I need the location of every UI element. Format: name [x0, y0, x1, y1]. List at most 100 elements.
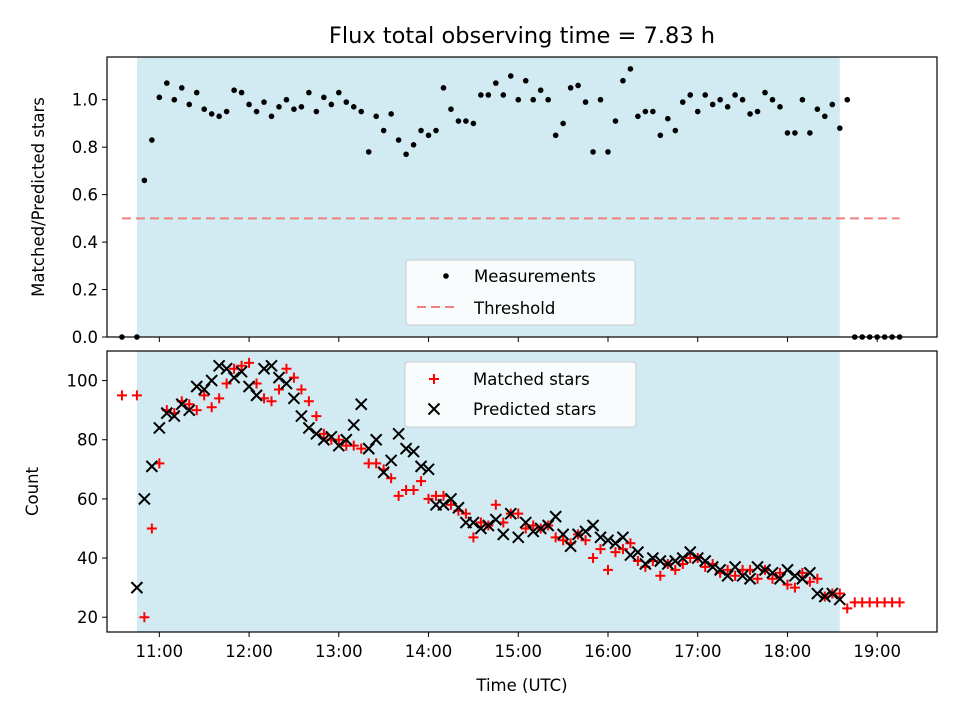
measurement-point: [650, 108, 656, 115]
x-tick-label: 15:00: [494, 642, 542, 661]
measurement-point: [620, 77, 626, 84]
legend-matched-marker: [429, 374, 439, 384]
x-tick-label: 19:00: [853, 642, 901, 661]
y-tick-label: 1.0: [72, 91, 98, 110]
measurement-point: [777, 104, 783, 110]
predicted-star-marker: [235, 365, 248, 378]
x-tick-label: 17:00: [674, 642, 722, 661]
matched-star-marker: [752, 573, 763, 584]
measurement-point: [380, 127, 387, 134]
x-tick-label: 14:00: [405, 642, 453, 661]
predicted-star-marker: [609, 537, 622, 550]
predicted-star-marker: [818, 590, 832, 603]
y-tick-label: 100: [67, 372, 99, 391]
predicted-star-marker: [153, 421, 166, 435]
measurement-point: [343, 99, 350, 105]
matched-star-marker: [206, 402, 217, 413]
measurement-point: [455, 118, 462, 124]
predicted-star-marker: [482, 519, 495, 532]
predicted-star-marker: [527, 525, 540, 538]
predicted-star-marker: [474, 522, 488, 535]
x-axis-label: Time (UTC): [475, 676, 567, 695]
matched-star-marker: [670, 564, 681, 575]
measurement-point: [709, 101, 716, 108]
measurement-point: [717, 96, 723, 103]
measurement-point: [365, 149, 372, 155]
measurement-point: [545, 96, 551, 103]
predicted-star-marker: [571, 528, 585, 541]
matched-star-marker: [244, 357, 255, 368]
matched-star-marker: [184, 399, 195, 410]
matched-star-marker: [812, 573, 823, 584]
predicted-star-marker: [205, 374, 218, 387]
y-tick-label: 80: [77, 431, 98, 450]
predicted-star-marker: [399, 442, 413, 455]
measurement-point: [336, 89, 342, 96]
measurement-point: [575, 82, 581, 89]
measurement-point: [261, 99, 267, 105]
measurement-point: [433, 127, 439, 134]
matched-star-marker: [146, 523, 157, 534]
y-tick-label: 60: [77, 490, 98, 509]
predicted-star-marker: [310, 427, 323, 441]
measurement-point: [253, 108, 260, 115]
legend-label: Threshold: [473, 299, 555, 318]
measurement-point: [141, 177, 148, 184]
measurement-point: [702, 92, 708, 98]
measurement-point: [186, 101, 193, 108]
predicted-star-marker: [796, 572, 809, 585]
predicted-star-marker: [497, 528, 510, 541]
measurement-point: [754, 108, 761, 115]
measurement-point: [268, 113, 275, 120]
measurement-point: [373, 113, 379, 120]
predicted-star-marker: [183, 403, 196, 417]
predicted-star-marker: [616, 531, 630, 544]
matched-star-marker: [767, 573, 778, 584]
panel-2: 20 40 60 80 100 11:00 12:00 13:00 14:00 15:00 16:0…: [23, 350, 938, 695]
measurement-point: [605, 149, 611, 155]
predicted-star-marker: [407, 445, 420, 458]
measurement-point: [784, 130, 791, 136]
matched-star-marker: [490, 499, 501, 510]
predicted-star-marker: [437, 498, 450, 512]
predicted-star-marker: [347, 418, 360, 432]
predicted-star-marker: [586, 519, 600, 532]
measurement-point: [223, 108, 230, 115]
predicted-star-marker: [826, 587, 839, 600]
y-tick-label: 20: [77, 608, 98, 627]
predicted-star-marker: [130, 581, 144, 594]
legend-label: Matched stars: [473, 370, 590, 389]
matched-star-marker: [782, 579, 793, 590]
measurement-point: [276, 104, 282, 110]
measurement-point: [635, 113, 641, 120]
measurement-point: [418, 127, 424, 134]
measurement-point: [799, 96, 806, 103]
predicted-star-marker: [212, 359, 226, 372]
measurement-point: [313, 108, 320, 115]
matched-star-marker: [655, 570, 666, 581]
predicted-star-marker: [579, 525, 592, 538]
predicted-star-marker: [766, 566, 779, 580]
measurement-point: [537, 87, 544, 94]
predicted-star-marker: [168, 409, 181, 423]
matched-star-marker: [558, 535, 569, 546]
measurement-point: [298, 104, 305, 110]
measurement-point: [403, 151, 409, 158]
predicted-star-marker: [684, 545, 697, 559]
measurement-point: [306, 89, 312, 96]
predicted-star-marker: [295, 409, 308, 423]
measurement-point: [470, 120, 477, 127]
matched-star-marker: [348, 440, 359, 451]
predicted-star-marker: [302, 421, 316, 435]
predicted-star-marker: [564, 540, 577, 553]
predicted-star-marker: [512, 531, 525, 544]
matched-star-marker: [617, 544, 628, 555]
measurement-point: [665, 115, 671, 122]
matched-star-marker: [266, 396, 277, 407]
measurement-point: [597, 96, 604, 103]
predicted-star-marker: [758, 563, 772, 577]
measurement-point: [500, 92, 507, 98]
matched-star-marker: [356, 443, 367, 454]
matched-star-marker: [588, 553, 599, 564]
chart-title: Flux total observing time = 7.83 h: [329, 23, 715, 49]
